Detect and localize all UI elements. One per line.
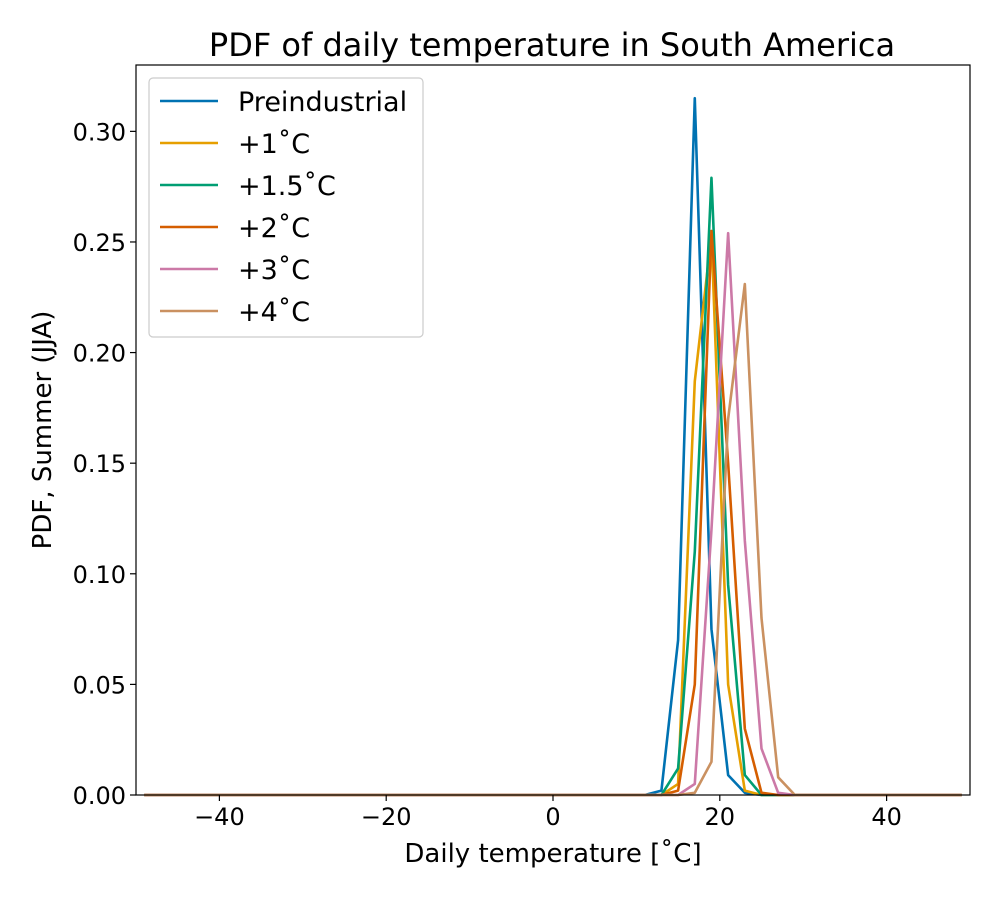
- legend-label-1: +1˚C: [238, 129, 310, 160]
- legend-label-3: +2˚C: [238, 213, 310, 244]
- y-tick-label: 0.10: [73, 561, 126, 589]
- x-tick-label: 40: [871, 803, 902, 831]
- y-tick-label: 0.15: [73, 450, 126, 478]
- x-axis: −40 −20 0 20 40: [194, 795, 902, 831]
- legend-label-4: +3˚C: [238, 255, 310, 286]
- legend-label-2: +1.5˚C: [238, 171, 336, 202]
- y-tick-label: 0.00: [73, 782, 126, 810]
- y-tick-label: 0.25: [73, 229, 126, 257]
- legend: Preindustrial +1˚C +1.5˚C +2˚C +3˚C +4˚C: [148, 77, 424, 338]
- x-tick-label: 20: [705, 803, 736, 831]
- legend-label-5: +4˚C: [238, 297, 310, 328]
- chart-title: PDF of daily temperature in South Americ…: [209, 26, 895, 64]
- series-line-5: [144, 282, 962, 797]
- x-axis-title: Daily temperature [˚C]: [404, 839, 701, 869]
- x-tick-label: −40: [194, 803, 245, 831]
- y-tick-label: 0.30: [73, 118, 126, 146]
- x-tick-label: 0: [545, 803, 560, 831]
- legend-label-0: Preindustrial: [238, 87, 407, 118]
- y-tick-label: 0.05: [73, 671, 126, 699]
- y-axis: 0.00 0.05 0.10 0.15 0.20 0.25 0.30: [73, 118, 136, 810]
- y-axis-title: PDF, Summer (JJA): [28, 311, 58, 550]
- y-tick-label: 0.20: [73, 340, 126, 368]
- x-tick-label: −20: [361, 803, 412, 831]
